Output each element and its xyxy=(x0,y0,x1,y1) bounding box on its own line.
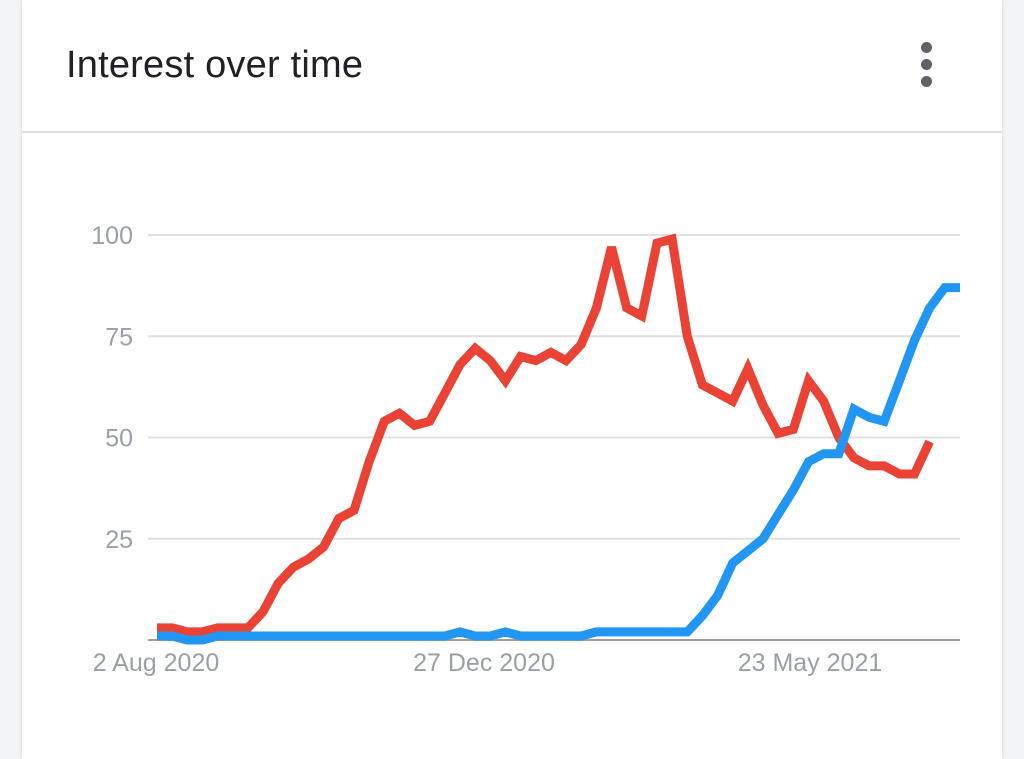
x-tick-label: 23 May 2021 xyxy=(738,649,883,677)
menu-dot xyxy=(921,42,932,53)
card-header: Interest over time xyxy=(22,0,1002,133)
x-tick-label: 2 Aug 2020 xyxy=(93,649,220,677)
y-tick-label: 50 xyxy=(105,425,133,453)
series-line-blue xyxy=(157,283,960,645)
y-tick-label: 100 xyxy=(91,222,133,250)
x-tick-label: 27 Dec 2020 xyxy=(413,649,555,677)
series-line-red xyxy=(157,233,934,637)
menu-dot xyxy=(921,59,932,70)
y-tick-label: 25 xyxy=(105,526,133,554)
menu-dot xyxy=(921,76,932,87)
card-title: Interest over time xyxy=(66,44,364,86)
more-vert-icon[interactable] xyxy=(908,38,944,90)
y-tick-label: 75 xyxy=(105,323,133,351)
